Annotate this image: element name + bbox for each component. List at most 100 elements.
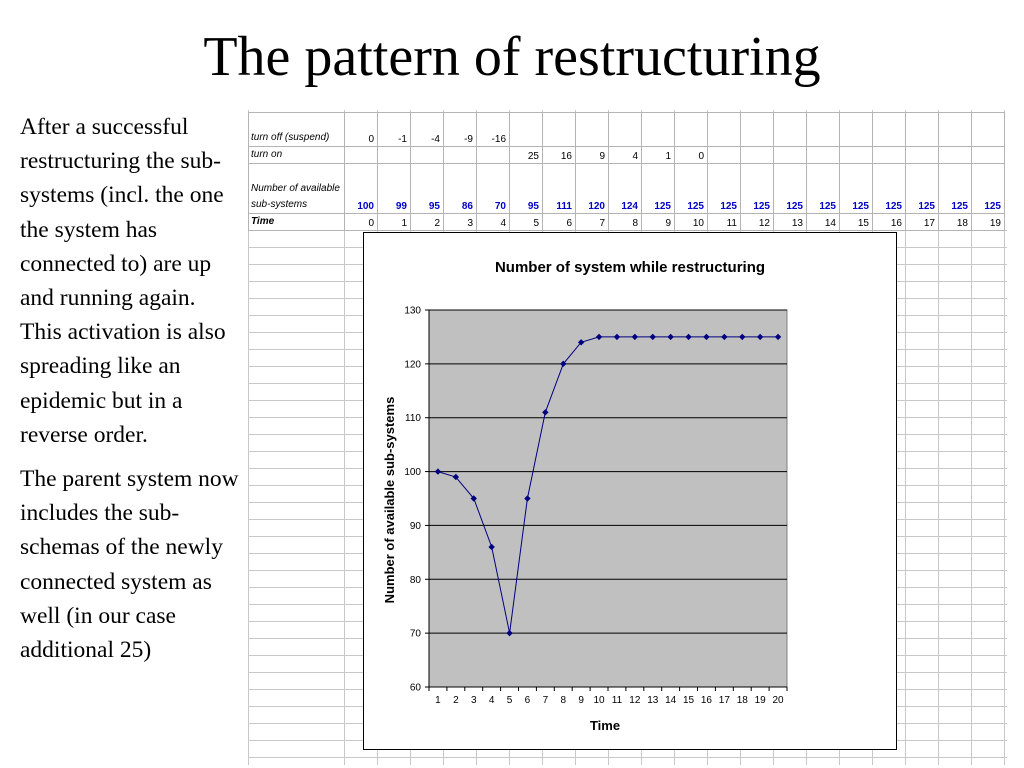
table-cell: 16 xyxy=(872,213,906,231)
x-tick-label: 14 xyxy=(665,695,677,706)
table-cell xyxy=(806,146,840,164)
table-cell: 11 xyxy=(707,213,741,231)
table-cell xyxy=(773,112,807,147)
table-cell: 15 xyxy=(839,213,873,231)
table-cell: 125 xyxy=(806,163,840,214)
table-cell xyxy=(839,112,873,147)
row-label: Time xyxy=(248,213,345,231)
y-tick-label: 130 xyxy=(404,306,421,317)
table-cell xyxy=(674,112,708,147)
data-point xyxy=(577,339,585,346)
x-tick-label: 18 xyxy=(737,695,749,706)
table-cell xyxy=(707,146,741,164)
table-cell: 9 xyxy=(641,213,675,231)
plot-background xyxy=(428,309,788,688)
y-tick-label: 80 xyxy=(410,575,422,586)
data-point xyxy=(560,360,567,368)
x-tick-label: 15 xyxy=(683,695,695,706)
table-cell xyxy=(872,146,906,164)
table-cell: 125 xyxy=(872,163,906,214)
table-cell: 99 xyxy=(377,163,411,214)
y-tick-label: 60 xyxy=(410,683,422,694)
data-point xyxy=(470,495,477,502)
table-cell xyxy=(740,112,774,147)
table-cell: 111 xyxy=(542,163,576,214)
table-cell: 125 xyxy=(905,163,939,214)
table-cell: 125 xyxy=(740,163,774,214)
table-cell: -1 xyxy=(377,112,411,147)
x-axis-label: Time xyxy=(590,718,620,733)
data-table: turn off (suspend) 0 -1 -4 -9 -16 turn on 25 16 9… xyxy=(248,112,1005,231)
table-cell: 19 xyxy=(971,213,1005,231)
table-cell: 86 xyxy=(443,163,477,214)
x-tick-label: 16 xyxy=(701,695,713,706)
table-cell xyxy=(806,112,840,147)
chart: Number of system while restructuring 60 7… xyxy=(363,232,897,750)
table-cell xyxy=(476,146,510,164)
table-cell: 125 xyxy=(674,163,708,214)
row-turn-off: turn off (suspend) 0 -1 -4 -9 -16 xyxy=(248,112,1005,147)
table-cell xyxy=(740,146,774,164)
row-available: Number of available sub-systems 100 99 95 86… xyxy=(248,163,1005,214)
table-cell xyxy=(971,112,1005,147)
x-tick-label: 7 xyxy=(543,695,549,706)
table-cell: -4 xyxy=(410,112,444,147)
x-tick-label: 12 xyxy=(629,695,641,706)
x-tick-label: 10 xyxy=(593,695,605,706)
data-point xyxy=(488,543,495,551)
table-cell: 70 xyxy=(476,163,510,214)
paragraph-2: The parent system now includes the sub-s… xyxy=(20,466,239,664)
chart-svg: Number of system while restructuring 60 7… xyxy=(382,259,788,733)
x-tick-label: 17 xyxy=(719,695,731,706)
x-tick-label: 5 xyxy=(507,695,513,706)
table-cell: -9 xyxy=(443,112,477,147)
table-cell: -16 xyxy=(476,112,510,147)
table-cell xyxy=(641,112,675,147)
y-tick-label: 70 xyxy=(410,629,422,640)
y-tick-label: 120 xyxy=(404,359,421,370)
table-cell: 100 xyxy=(344,163,378,214)
row-turn-on: turn on 25 16 9 4 1 0 xyxy=(248,146,1005,164)
table-cell: 125 xyxy=(641,163,675,214)
y-tick-label: 110 xyxy=(405,413,421,424)
table-cell xyxy=(839,146,873,164)
sheet-gridline xyxy=(971,110,972,765)
table-cell xyxy=(443,146,477,164)
row-label: turn off (suspend) xyxy=(248,112,345,147)
data-point xyxy=(434,468,442,475)
x-tick-label: 4 xyxy=(489,695,495,706)
table-cell: 125 xyxy=(938,163,972,214)
table-cell xyxy=(938,112,972,147)
table-cell xyxy=(410,146,444,164)
table-cell xyxy=(377,146,411,164)
y-axis-label: Number of available sub-systems xyxy=(382,397,397,604)
x-tick-label: 19 xyxy=(755,695,767,706)
paragraph-1: After a successful restructuring the sub… xyxy=(20,114,226,448)
table-cell: 125 xyxy=(773,163,807,214)
table-cell: 5 xyxy=(509,213,543,231)
y-tick-label: 90 xyxy=(410,521,422,532)
table-cell: 18 xyxy=(938,213,972,231)
sheet-gridline xyxy=(248,110,249,765)
table-cell: 7 xyxy=(575,213,609,231)
table-cell xyxy=(905,112,939,147)
table-cell: 95 xyxy=(509,163,543,214)
table-cell: 0 xyxy=(344,112,378,147)
row-label: turn on xyxy=(248,146,345,164)
data-point xyxy=(756,333,764,341)
data-point xyxy=(739,333,746,341)
table-cell: 8 xyxy=(608,213,642,231)
table-cell: 2 xyxy=(410,213,444,231)
table-cell: 0 xyxy=(344,213,378,231)
table-cell: 25 xyxy=(509,146,543,164)
table-cell xyxy=(773,146,807,164)
data-point xyxy=(452,473,460,481)
table-cell: 13 xyxy=(773,213,807,231)
table-cell xyxy=(575,112,609,147)
x-tick-label: 9 xyxy=(578,695,584,706)
table-cell: 16 xyxy=(542,146,576,164)
table-cell: 125 xyxy=(839,163,873,214)
table-cell: 125 xyxy=(971,163,1005,214)
table-cell xyxy=(707,112,741,147)
